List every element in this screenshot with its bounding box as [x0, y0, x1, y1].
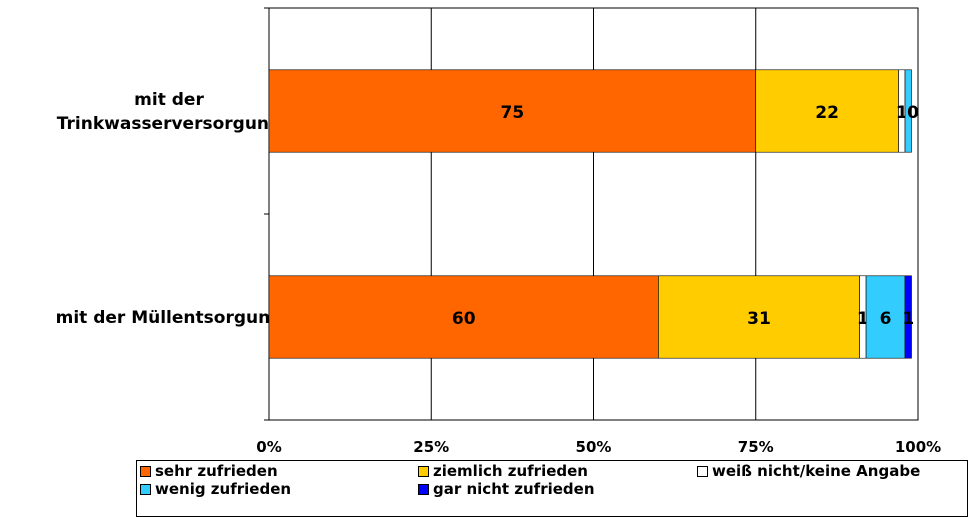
- legend-swatch: [697, 465, 708, 477]
- data-label: 1: [896, 103, 908, 123]
- legend: sehr zufrieden ziemlich zufrieden weiß nic…: [136, 460, 968, 517]
- bar-segment: [268, 275, 659, 359]
- legend-item: gar nicht zufrieden: [418, 480, 595, 498]
- data-label: 6: [880, 309, 892, 329]
- data-label: 1: [902, 309, 914, 329]
- bar-segment: [658, 275, 860, 359]
- data-label: 1: [857, 309, 869, 329]
- legend-label: gar nicht zufrieden: [433, 480, 595, 498]
- stacked-bar-chart: 0% 25% 50% 75% 100% mit der Trinkwasserversorg…: [56, 7, 941, 456]
- legend-swatch: [140, 465, 151, 477]
- legend-item: ziemlich zufrieden: [418, 462, 588, 480]
- legend-item: weiß nicht/keine Angabe: [697, 462, 920, 480]
- data-label: 31: [747, 309, 771, 329]
- legend-label: sehr zufrieden: [155, 462, 278, 480]
- legend-label: weiß nicht/keine Angabe: [712, 462, 921, 480]
- category-label: mit der: [134, 90, 204, 110]
- x-tick-label: 50%: [576, 438, 612, 456]
- bar-segment: [904, 275, 912, 359]
- data-label: 60: [452, 309, 476, 329]
- x-tick-label: 25%: [413, 438, 449, 456]
- data-label: 0: [907, 103, 919, 123]
- legend-label: wenig zufrieden: [155, 480, 292, 498]
- data-label: 22: [815, 103, 839, 123]
- legend-item: sehr zufrieden: [140, 462, 278, 480]
- legend-label: ziemlich zufrieden: [433, 462, 588, 480]
- category-label: Trinkwasserversorgung: [57, 114, 281, 134]
- bar-segment: [904, 69, 912, 153]
- x-tick-label: 100%: [895, 438, 941, 456]
- bar-segment: [268, 69, 757, 153]
- legend-swatch: [418, 483, 429, 495]
- legend-item: wenig zufrieden: [140, 480, 291, 498]
- x-tick-label: 0%: [256, 438, 281, 456]
- legend-swatch: [140, 483, 151, 495]
- data-label: 75: [501, 103, 525, 123]
- bar-segment: [755, 69, 899, 153]
- category-label: mit der Müllentsorgung: [56, 308, 283, 328]
- legend-swatch: [418, 465, 429, 477]
- x-tick-label: 75%: [738, 438, 774, 456]
- bar-segment: [865, 275, 906, 359]
